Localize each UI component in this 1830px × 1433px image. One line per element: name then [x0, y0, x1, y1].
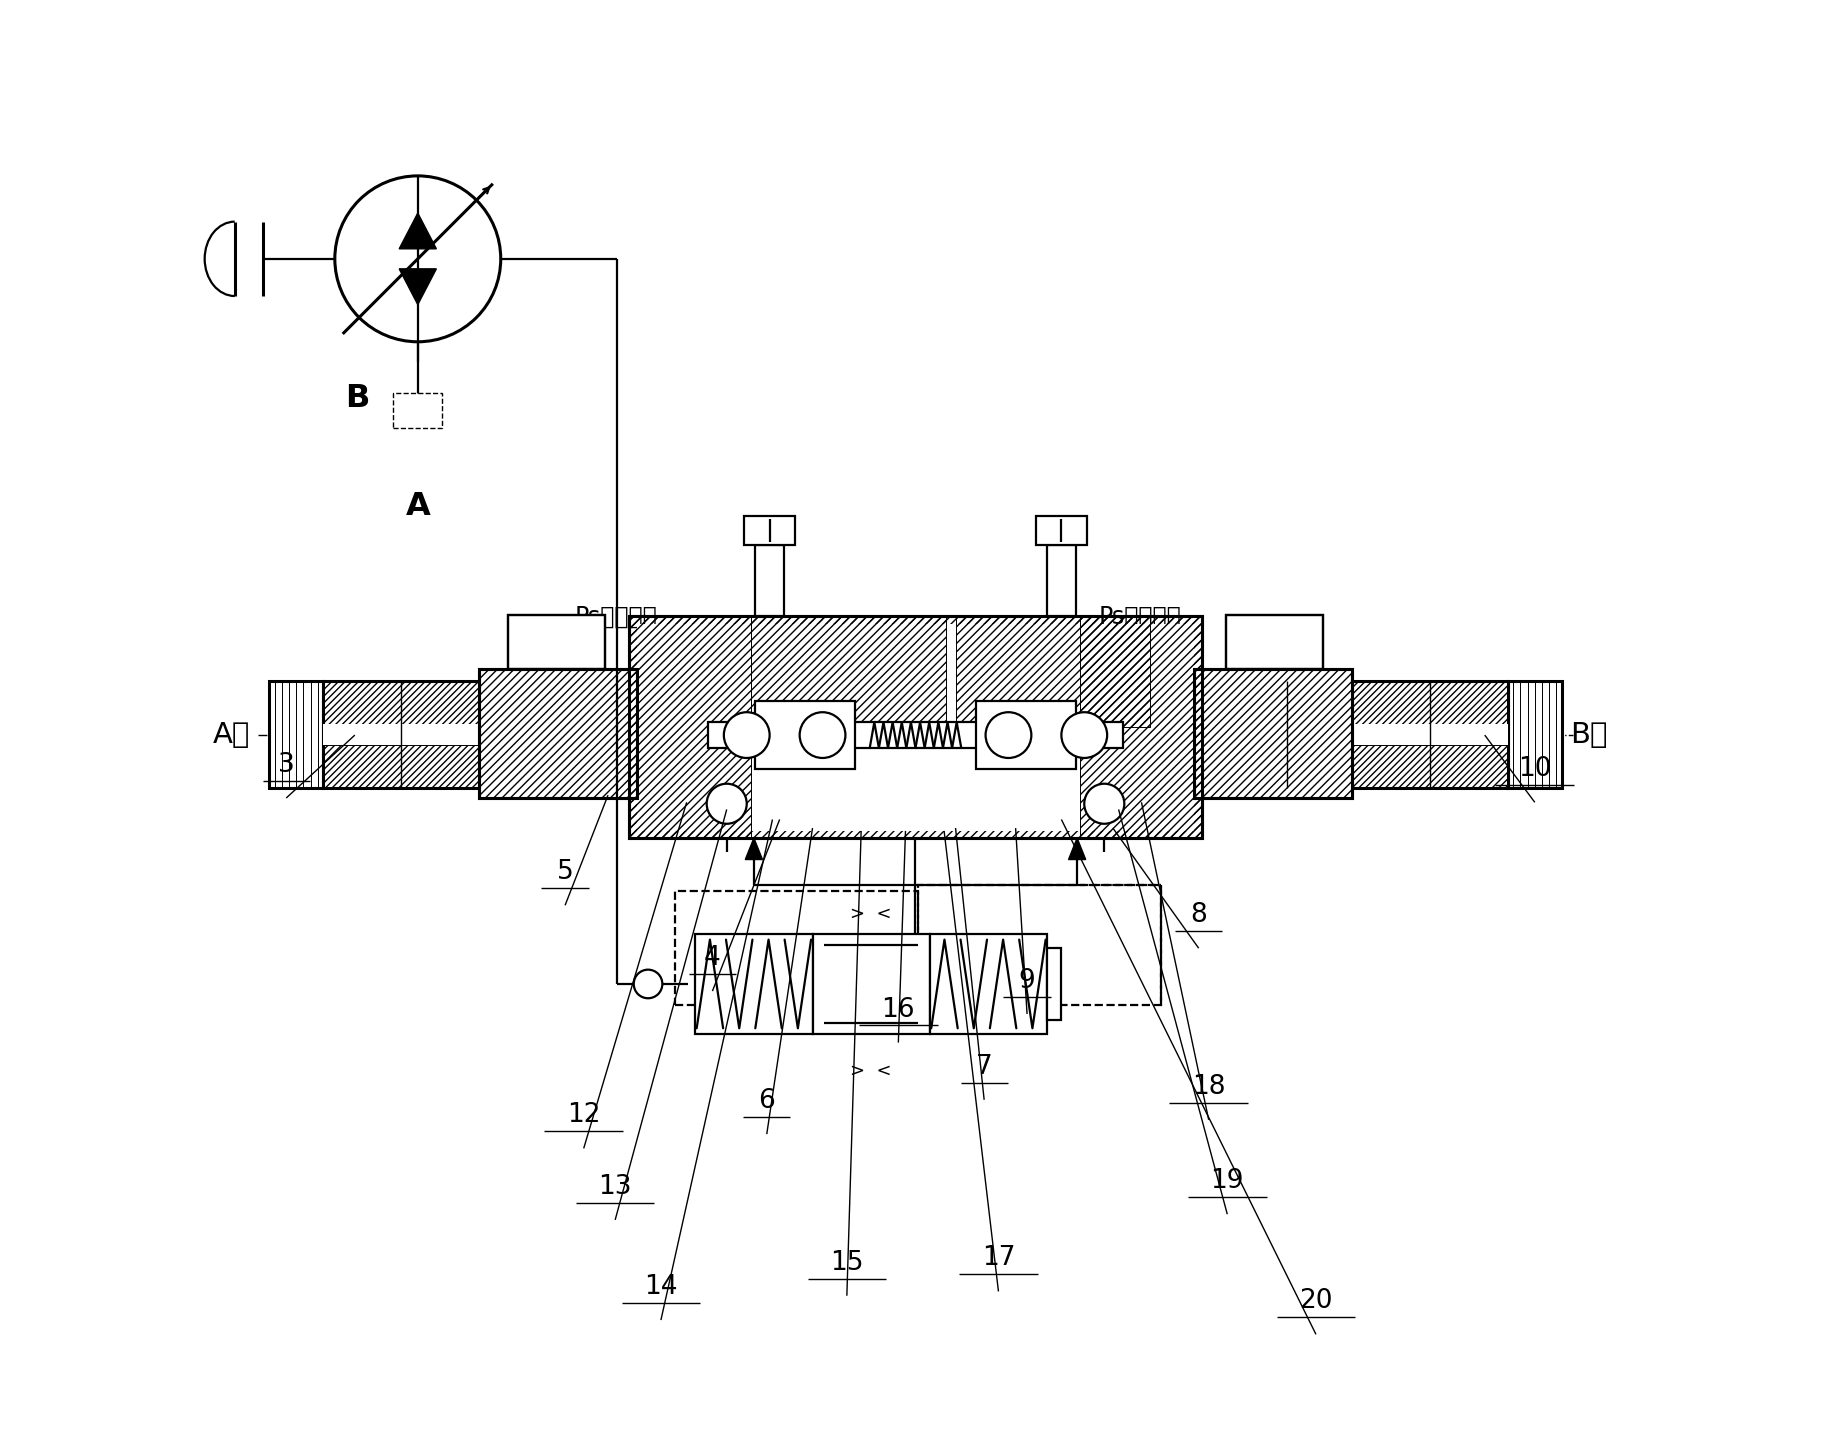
Circle shape — [723, 712, 769, 758]
Polygon shape — [745, 838, 761, 860]
Bar — [955, 616, 1149, 727]
Text: 20: 20 — [1299, 1288, 1332, 1314]
Text: 10: 10 — [1517, 757, 1550, 782]
Bar — [1193, 669, 1351, 798]
Circle shape — [985, 712, 1030, 758]
Bar — [1199, 681, 1506, 788]
Bar — [750, 616, 944, 727]
Bar — [630, 616, 1200, 838]
Bar — [1047, 949, 1061, 1020]
Text: 4: 4 — [705, 946, 721, 972]
Bar — [637, 623, 1193, 831]
Bar — [743, 516, 794, 545]
Bar — [507, 615, 604, 669]
Bar — [975, 701, 1074, 770]
Bar — [756, 701, 855, 770]
Circle shape — [335, 176, 500, 342]
Bar — [708, 722, 1122, 748]
Text: 13: 13 — [598, 1174, 631, 1199]
Bar — [393, 393, 441, 427]
Bar — [1193, 669, 1351, 798]
Text: 18: 18 — [1191, 1073, 1224, 1099]
Text: 5: 5 — [556, 860, 573, 886]
Bar — [324, 724, 631, 745]
Circle shape — [633, 970, 662, 999]
Text: A侧: A侧 — [212, 721, 251, 749]
Bar — [324, 681, 631, 788]
Text: >  <: > < — [849, 1062, 891, 1080]
Bar — [930, 934, 1047, 1035]
Text: Ps口压力油: Ps口压力油 — [575, 605, 657, 629]
Text: B侧: B侧 — [1570, 721, 1607, 749]
Bar — [919, 886, 1160, 1006]
Text: Ps口压力油: Ps口压力油 — [1098, 605, 1180, 629]
Bar — [324, 681, 631, 731]
Bar — [1193, 669, 1351, 798]
Bar — [1199, 724, 1506, 745]
Circle shape — [800, 712, 845, 758]
Bar — [479, 669, 637, 798]
Polygon shape — [399, 269, 436, 305]
Bar — [1080, 616, 1200, 838]
Bar — [269, 681, 324, 788]
Text: 6: 6 — [758, 1088, 774, 1113]
Bar — [1506, 681, 1561, 788]
Bar — [675, 891, 919, 1006]
Bar — [324, 745, 631, 788]
Bar — [630, 616, 1200, 838]
Text: 14: 14 — [644, 1274, 677, 1300]
Bar — [1036, 516, 1087, 545]
Bar — [756, 545, 783, 616]
Bar — [630, 616, 750, 838]
Text: >  <: > < — [849, 904, 891, 923]
Bar — [479, 669, 637, 798]
Bar — [1226, 615, 1323, 669]
Circle shape — [1061, 712, 1107, 758]
Polygon shape — [1069, 838, 1085, 860]
Text: 8: 8 — [1190, 903, 1206, 929]
Bar — [1226, 615, 1323, 669]
Text: 19: 19 — [1210, 1168, 1243, 1194]
Bar — [1047, 545, 1074, 616]
Bar — [813, 934, 930, 1035]
Text: 17: 17 — [981, 1245, 1014, 1271]
Circle shape — [706, 784, 747, 824]
Text: 9: 9 — [1017, 967, 1036, 995]
Polygon shape — [399, 214, 436, 249]
Bar — [479, 669, 637, 798]
Text: B: B — [346, 384, 370, 414]
Text: 12: 12 — [567, 1102, 600, 1128]
Circle shape — [1083, 784, 1124, 824]
Text: 3: 3 — [278, 752, 295, 778]
Text: 16: 16 — [880, 996, 915, 1023]
Bar — [1199, 745, 1506, 788]
Text: 7: 7 — [975, 1053, 992, 1080]
Bar — [507, 615, 604, 669]
Bar — [695, 934, 813, 1035]
Text: 15: 15 — [829, 1250, 864, 1275]
Text: A: A — [404, 490, 430, 522]
Bar — [1199, 681, 1506, 731]
